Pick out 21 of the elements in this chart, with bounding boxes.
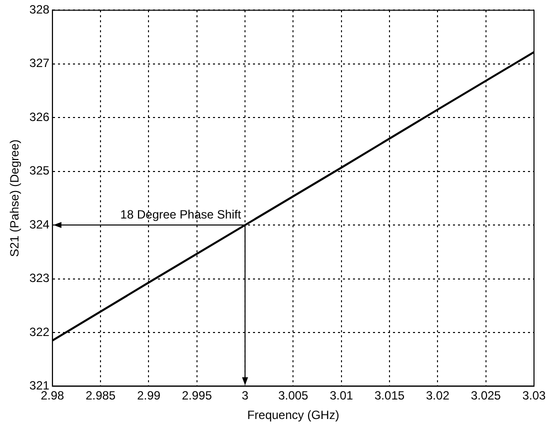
x-tick-label: 3.02	[426, 388, 450, 403]
x-tick-label: 3.01	[330, 388, 354, 403]
x-tick-label: 2.995	[182, 388, 212, 403]
x-tick-label: 3.015	[374, 388, 405, 403]
y-tick-label: 327	[29, 56, 50, 70]
x-tick-label: 2.99	[137, 388, 161, 403]
x-tick-label: 3	[242, 388, 249, 403]
annotation: 18 Degree Phase Shift	[120, 207, 242, 222]
y-tick-label: 323	[29, 271, 50, 286]
y-tick-label: 326	[29, 110, 50, 124]
x-tick-label: 3.025	[470, 388, 502, 403]
y-tick-label: 324	[29, 217, 50, 232]
x-tick-label: 2.98	[40, 388, 64, 403]
x-tick-label: 3.03	[522, 388, 546, 403]
x-tick-label: 3.005	[278, 388, 309, 403]
y-tick-label: 325	[29, 164, 50, 178]
x-axis-title: Frequency (GHz)	[247, 408, 340, 422]
y-axis-title: S21 (Pahse) (Degree)	[8, 140, 22, 257]
y-tick-label: 328	[29, 2, 50, 17]
x-tick-label: 2.985	[86, 388, 116, 403]
y-tick-label: 322	[29, 324, 50, 339]
